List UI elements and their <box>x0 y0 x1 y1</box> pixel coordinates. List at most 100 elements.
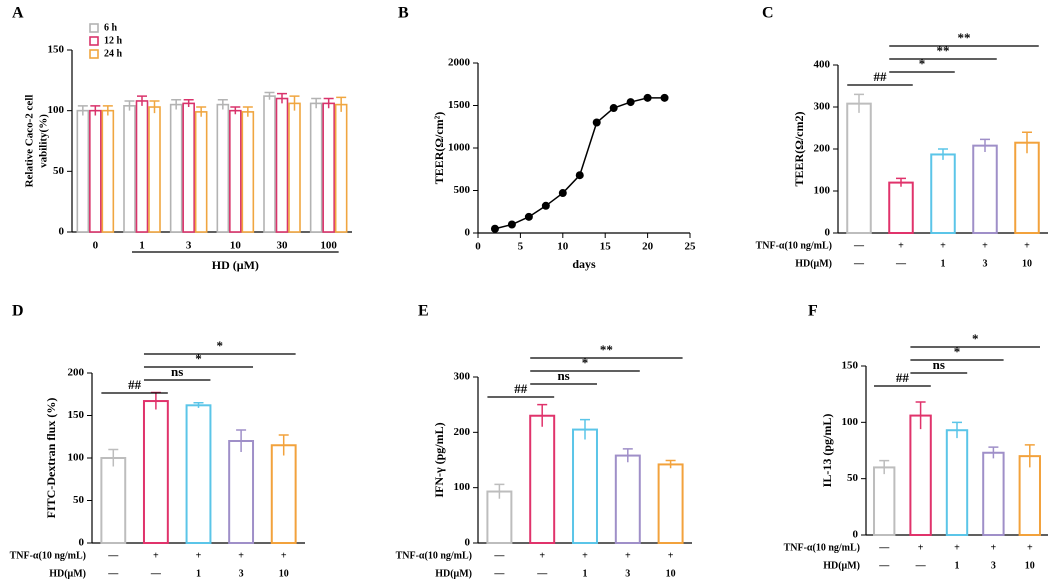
error-bar <box>230 106 241 115</box>
error-bar <box>494 483 505 499</box>
treatment-value: + <box>625 550 631 561</box>
y-tick-label: 100 <box>68 452 85 464</box>
bar <box>216 103 230 233</box>
treatment-value: 10 <box>279 568 289 579</box>
x-tick-label: 10 <box>230 240 242 252</box>
y-tick-label: 300 <box>454 371 471 383</box>
bar <box>1014 141 1040 234</box>
y-axis-label: IL-13 (pg/mL) <box>820 414 834 488</box>
treatment-value: + <box>991 542 997 553</box>
y-tick-label: 400 <box>814 59 831 71</box>
treatment-value: — <box>853 258 865 269</box>
error-bar <box>102 105 113 116</box>
x-tick-label: 25 <box>685 241 697 253</box>
treatment-value: 10 <box>1022 258 1032 269</box>
error-bar <box>988 446 999 459</box>
x-tick-label: 20 <box>642 241 654 253</box>
bar <box>76 109 90 233</box>
bar <box>89 109 102 233</box>
error-bar <box>277 92 287 104</box>
y-tick-label: 0 <box>465 227 471 239</box>
error-bar <box>124 100 135 111</box>
y-tick-label: 0 <box>853 529 859 541</box>
panel-label: F <box>808 303 818 320</box>
y-tick-label: 150 <box>68 409 85 421</box>
treatment-value: — <box>915 560 927 571</box>
y-tick-label: 150 <box>48 44 65 56</box>
treatment-value: + <box>281 550 287 561</box>
error-bar <box>108 448 119 467</box>
error-bar <box>879 459 890 475</box>
error-bar <box>336 96 347 112</box>
x-tick-label: 15 <box>600 241 612 253</box>
point <box>660 93 669 102</box>
bar <box>972 144 998 234</box>
legend-swatch <box>89 23 99 33</box>
bar <box>1018 455 1041 536</box>
panel-label: D <box>12 303 24 320</box>
treatment-value: + <box>196 550 202 561</box>
bar <box>100 457 127 544</box>
error-bar <box>854 93 864 113</box>
legend-label: 6 h <box>104 22 118 33</box>
error-bar <box>242 106 253 117</box>
legend-label: 12 h <box>104 35 123 46</box>
error-bar <box>1024 444 1035 468</box>
error-bar <box>580 418 590 440</box>
y-axis-label: FITC-Dextran flux (%) <box>44 398 58 519</box>
x-tick-label: 1 <box>139 240 145 252</box>
significance-label: ** <box>600 342 613 357</box>
bar <box>486 490 513 545</box>
treatment-value: + <box>918 542 924 553</box>
treatment-value: 1 <box>196 568 201 579</box>
error-bar <box>622 448 633 463</box>
treatment-label: HD(μM) <box>795 258 832 269</box>
x-tick-label: 10 <box>557 241 569 253</box>
y-axis-label: TEER(Ω/cm²) <box>432 112 446 185</box>
y-tick-label: 100 <box>454 481 471 493</box>
y-tick-label: 0 <box>79 537 85 549</box>
bar <box>135 100 149 233</box>
bar <box>241 111 255 233</box>
error-bar <box>915 401 926 430</box>
bar <box>229 109 242 233</box>
treatment-label: HD(μM) <box>435 568 472 579</box>
significance-label: * <box>217 338 224 353</box>
treatment-value: + <box>982 240 988 251</box>
treatment-value: + <box>1024 240 1030 251</box>
treatment-value: 10 <box>666 568 676 579</box>
x-tick-label: 5 <box>518 241 524 253</box>
point <box>558 189 567 198</box>
bar <box>529 414 556 545</box>
significance-label: ** <box>937 43 950 58</box>
error-bar <box>171 98 182 110</box>
error-bar <box>980 138 990 152</box>
treatment-value: + <box>668 550 674 561</box>
y-tick-label: 100 <box>48 104 65 116</box>
error-bar <box>90 105 101 116</box>
treatment-value: — <box>536 568 548 579</box>
legend-swatch <box>89 49 99 59</box>
significance-label: * <box>919 56 926 71</box>
error-bar <box>77 105 88 116</box>
x-axis-label: days <box>572 257 596 271</box>
point <box>507 220 516 229</box>
treatment-value: — <box>895 258 907 269</box>
x-tick-label: 100 <box>320 240 337 252</box>
error-bar <box>665 459 676 469</box>
bar <box>228 440 255 544</box>
significance-label: ns <box>171 364 183 379</box>
point <box>541 201 550 210</box>
treatment-value: 3 <box>625 568 630 579</box>
y-tick-label: 0 <box>825 227 831 239</box>
bar <box>909 414 932 536</box>
treatment-value: — <box>853 240 865 251</box>
error-bar <box>896 177 906 187</box>
significance-label: * <box>195 351 202 366</box>
y-axis-label: Relative Caco-2 cell <box>24 95 36 188</box>
bar <box>982 451 1005 536</box>
point <box>592 118 601 127</box>
legend-label: 24 h <box>104 48 123 59</box>
bar <box>169 103 183 233</box>
bar <box>101 109 115 233</box>
